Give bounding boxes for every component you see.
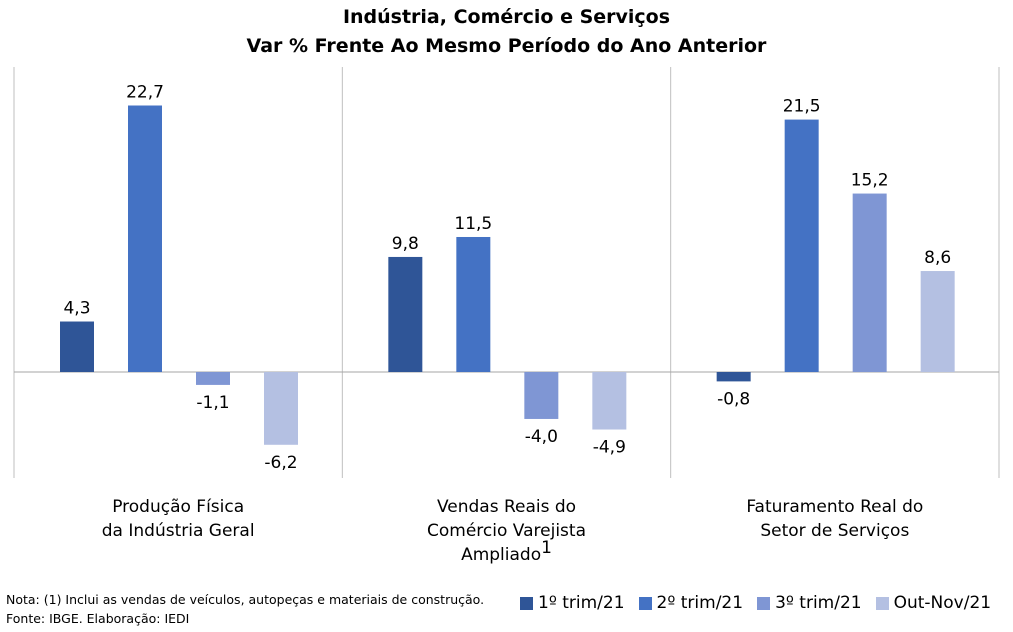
- data-label: 15,2: [851, 171, 889, 191]
- legend-item: 3º trim/21: [757, 593, 862, 613]
- bar: [784, 119, 819, 372]
- legend-label: Out-Nov/21: [893, 593, 992, 613]
- bar: [524, 372, 559, 419]
- data-label: -1,1: [196, 393, 229, 413]
- data-label: 21,5: [783, 97, 821, 117]
- legend-swatch: [757, 596, 771, 610]
- footnote: Nota: (1) Inclui as vendas de veículos, …: [6, 592, 485, 607]
- bar: [128, 105, 162, 372]
- data-label: -6,2: [264, 453, 297, 473]
- data-label: 4,3: [63, 299, 90, 319]
- legend-label: 3º trim/21: [775, 593, 862, 613]
- data-label: -4,0: [525, 427, 558, 447]
- bar: [716, 372, 751, 382]
- data-label: -4,9: [593, 438, 626, 458]
- category-label: Faturamento Real do Setor de Serviços: [746, 497, 923, 541]
- legend-item: 2º trim/21: [638, 593, 744, 613]
- bar: [196, 372, 230, 385]
- chart-subtitle: Var % Frente Ao Mesmo Período do Ano Ant…: [246, 35, 767, 57]
- category-label: Vendas Reais do Comércio Varejista Ampliad…: [427, 497, 586, 565]
- legend-item: Out-Nov/21: [875, 593, 992, 613]
- data-label: 22,7: [126, 83, 164, 103]
- legend-swatch: [638, 596, 652, 610]
- legend-label: 2º trim/21: [656, 593, 744, 613]
- legend-item: 1º trim/21: [520, 593, 625, 613]
- data-label: 9,8: [392, 234, 419, 254]
- data-label: 8,6: [924, 248, 951, 268]
- legend-label: 1º trim/21: [538, 593, 625, 613]
- bar: [264, 372, 298, 445]
- bar: [388, 256, 423, 372]
- data-label: -0,8: [717, 389, 750, 409]
- data-label: 11,5: [454, 214, 492, 234]
- bar: [60, 321, 94, 372]
- category-label: Produção Física da Indústria Geral: [102, 497, 255, 541]
- legend-swatch: [520, 596, 533, 610]
- chart-title: Indústria, Comércio e Serviços: [342, 6, 671, 28]
- legend: 1º trim/21 2º trim/21 3º trim/21 Out-Nov…: [520, 593, 991, 613]
- bar: [592, 372, 627, 430]
- bar: [920, 271, 955, 372]
- legend-swatch: [875, 596, 889, 610]
- bar: [456, 236, 491, 372]
- source-note: Fonte: IBGE. Elaboração: IEDI: [6, 611, 190, 626]
- bar: [852, 193, 887, 372]
